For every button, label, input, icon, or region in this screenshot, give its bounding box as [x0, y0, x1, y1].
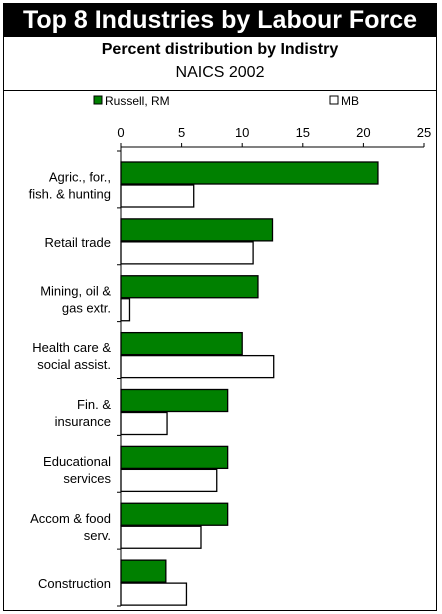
header-divider	[4, 90, 436, 91]
chart-subtitle: Percent distribution by Indistry	[101, 41, 339, 58]
x-tick-label: 20	[356, 125, 370, 140]
category-label: Accom & food	[30, 511, 111, 526]
bar-russell-rm	[120, 218, 274, 242]
category-label: insurance	[55, 414, 111, 429]
category-label: Educational	[43, 454, 111, 469]
category-label: Agric., for.,	[49, 170, 111, 185]
bar-mb	[120, 411, 168, 436]
bar-russell-rm	[120, 388, 229, 413]
legend-label-mb: MB	[341, 94, 359, 108]
bar-russell-rm	[120, 331, 243, 356]
category-label: services	[63, 471, 111, 486]
bar-mb	[120, 184, 195, 208]
category-label: Mining, oil &	[40, 283, 111, 298]
bar-mb	[120, 468, 218, 493]
legend-swatch-mb	[329, 95, 339, 105]
category-label: Health care &	[32, 340, 111, 355]
bar-mb	[120, 582, 188, 606]
chart-subtitle-classification: NAICS 2002	[175, 64, 265, 81]
bar-mb	[120, 298, 131, 322]
bar-russell-rm	[120, 275, 259, 299]
category-label: social assist.	[37, 357, 111, 372]
x-tick-label: 25	[417, 125, 431, 140]
category-label: serv.	[84, 528, 111, 543]
bar-russell-rm	[120, 161, 379, 185]
category-label: Fin. &	[77, 397, 111, 412]
x-tick-label: 0	[117, 125, 124, 140]
bar-russell-rm	[120, 445, 229, 470]
category-label: fish. & hunting	[29, 187, 111, 202]
x-tick-label: 15	[296, 125, 310, 140]
bar-mb	[120, 241, 254, 265]
legend-swatch-russell-rm	[93, 95, 103, 105]
x-tick-label: 5	[178, 125, 185, 140]
chart-title: Top 8 Industries by Labour Force	[4, 4, 436, 37]
legend-label-russell-rm: Russell, RM	[105, 94, 170, 108]
bar-russell-rm	[120, 559, 167, 583]
category-label: Construction	[38, 576, 111, 591]
bar-mb	[120, 354, 275, 379]
category-label: gas extr.	[62, 300, 111, 315]
category-label: Retail trade	[45, 235, 111, 250]
bar-russell-rm	[120, 502, 229, 526]
x-tick-label: 10	[235, 125, 249, 140]
bar-mb	[120, 525, 202, 549]
